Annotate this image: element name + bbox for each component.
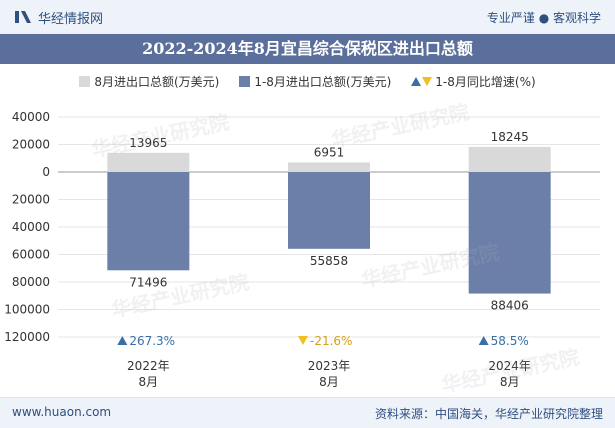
footer-website: www.huaon.com [12,405,112,419]
legend-label-cumulative: 1-8月进出口总额(万美元) [254,74,392,89]
brand-logo: 华经情报网 [14,8,104,27]
x-tick-label-year: 2022年 [127,359,170,373]
x-tick-label-month: 8月 [139,375,159,389]
y-tick-label: 60000 [12,248,50,262]
data-label-monthly: 13965 [129,136,167,150]
y-tick-label: 0 [42,165,50,179]
legend-down-triangle-icon [422,76,433,86]
legend-item-growth: 1-8月同比增速(%) [411,73,536,90]
bar-monthly [107,152,190,172]
y-tick-label: 40000 [12,220,50,234]
x-tick-label-year: 2023年 [308,359,351,373]
chart-title: 2022-2024年8月宜昌综合保税区进出口总额 [142,39,473,58]
legend-up-triangle-icon [411,76,422,86]
header-slogan: 专业严谨 ● 客观科学 [486,11,601,25]
growth-label: 58.5% [491,334,529,348]
growth-label: -21.6% [310,334,352,348]
legend-item-cumulative: 1-8月进出口总额(万美元) [239,73,391,90]
y-tick-label: 20000 [12,138,50,152]
growth-label: 267.3% [129,334,175,348]
legend-label-monthly: 8月进出口总额(万美元) [94,74,220,89]
bar-cumulative [107,172,190,271]
top-bar: 华经情报网 专业严谨 ● 客观科学 [0,0,615,35]
data-label-cumulative: 71496 [129,275,167,289]
y-tick-label: 80000 [12,275,50,289]
x-tick-label-month: 8月 [319,375,339,389]
chart-legend: 8月进出口总额(万美元) 1-8月进出口总额(万美元) 1-8月同比增速(%) [0,70,615,92]
legend-item-monthly: 8月进出口总额(万美元) [79,73,219,90]
legend-swatch-monthly [79,75,91,87]
y-tick-label: 120000 [4,330,50,344]
bar-cumulative [288,172,370,249]
x-tick-label-year: 2024年 [488,359,531,373]
brand-logo-icon [15,11,31,23]
data-label-monthly: 6951 [314,145,345,159]
brand-name: 华经情报网 [38,11,104,27]
bar-chart: 40000 20000 0 20000 40000 60000 80000 100000 120… [4,110,600,389]
growth-up-triangle-icon [478,336,489,345]
growth-up-triangle-icon [117,336,128,345]
legend-swatch-cumulative [239,75,251,87]
data-label-monthly: 18245 [491,130,529,144]
footer-bar: www.huaon.com 资料来源：中国海关，华经产业研究院整理 [0,397,615,428]
data-label-cumulative: 55858 [310,254,348,268]
x-tick-label-month: 8月 [500,375,520,389]
bar-monthly [468,146,551,172]
legend-label-growth: 1-8月同比增速(%) [435,74,536,89]
y-tick-label: 40000 [12,110,50,124]
growth-down-triangle-icon [298,336,308,345]
bar-monthly [288,162,370,172]
y-tick-label: 20000 [12,193,50,207]
title-bar: 2022-2024年8月宜昌综合保税区进出口总额 [0,34,615,64]
data-label-cumulative: 88406 [491,299,529,313]
y-tick-label: 100000 [4,303,50,317]
bar-cumulative [468,172,551,294]
footer-source: 资料来源：中国海关，华经产业研究院整理 [374,407,603,421]
